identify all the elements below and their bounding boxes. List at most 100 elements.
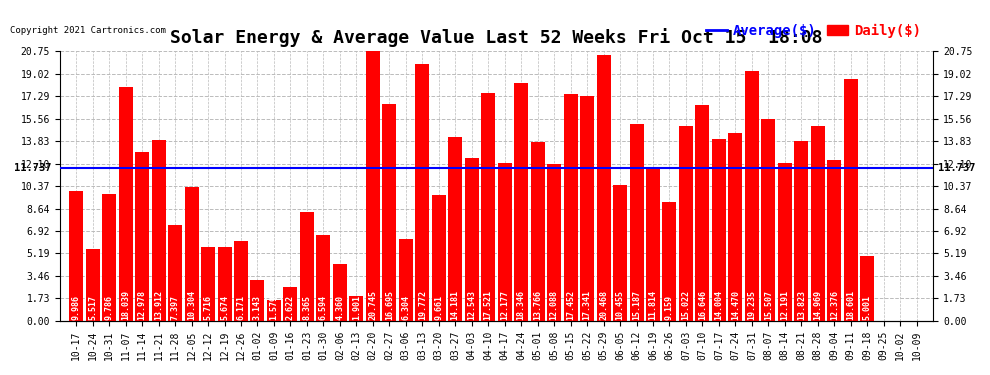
Bar bbox=[366, 51, 380, 321]
Text: 5.517: 5.517 bbox=[88, 295, 97, 320]
Bar bbox=[300, 212, 314, 321]
Text: Copyright 2021 Cartronics.com: Copyright 2021 Cartronics.com bbox=[10, 26, 165, 35]
Bar bbox=[597, 55, 611, 321]
Text: 1.901: 1.901 bbox=[351, 295, 361, 320]
Text: 4.360: 4.360 bbox=[336, 295, 345, 320]
Bar bbox=[811, 126, 825, 321]
Text: 14.969: 14.969 bbox=[814, 290, 823, 320]
Text: 5.674: 5.674 bbox=[220, 295, 229, 320]
Text: 14.181: 14.181 bbox=[450, 290, 459, 320]
Bar bbox=[135, 152, 149, 321]
Bar bbox=[102, 194, 116, 321]
Text: 18.039: 18.039 bbox=[121, 290, 130, 320]
Text: 11.737: 11.737 bbox=[939, 164, 975, 174]
Text: 20.468: 20.468 bbox=[599, 290, 608, 320]
Text: 14.004: 14.004 bbox=[715, 290, 724, 320]
Legend: Average($), Daily($): Average($), Daily($) bbox=[701, 18, 927, 43]
Bar bbox=[399, 239, 413, 321]
Bar bbox=[464, 158, 479, 321]
Text: 8.365: 8.365 bbox=[302, 295, 312, 320]
Text: 12.376: 12.376 bbox=[830, 290, 839, 320]
Bar bbox=[333, 264, 346, 321]
Bar bbox=[679, 126, 693, 321]
Bar bbox=[778, 162, 792, 321]
Text: 16.695: 16.695 bbox=[385, 290, 394, 320]
Text: 6.171: 6.171 bbox=[237, 295, 246, 320]
Text: 5.716: 5.716 bbox=[204, 295, 213, 320]
Text: 10.304: 10.304 bbox=[187, 290, 196, 320]
Text: 17.521: 17.521 bbox=[484, 290, 493, 320]
Text: 13.766: 13.766 bbox=[534, 290, 543, 320]
Text: 9.786: 9.786 bbox=[105, 295, 114, 320]
Bar bbox=[843, 79, 857, 321]
Bar bbox=[201, 247, 215, 321]
Text: 19.772: 19.772 bbox=[418, 290, 427, 320]
Bar bbox=[860, 256, 874, 321]
Bar bbox=[531, 142, 544, 321]
Bar bbox=[184, 187, 199, 321]
Bar bbox=[630, 124, 644, 321]
Bar bbox=[267, 300, 281, 321]
Bar bbox=[382, 104, 396, 321]
Bar bbox=[168, 225, 182, 321]
Bar bbox=[563, 94, 577, 321]
Bar bbox=[317, 235, 331, 321]
Bar bbox=[729, 133, 742, 321]
Text: 13.912: 13.912 bbox=[154, 290, 163, 320]
Bar bbox=[828, 160, 842, 321]
Text: 9.986: 9.986 bbox=[71, 295, 81, 320]
Text: 9.661: 9.661 bbox=[435, 295, 444, 320]
Bar bbox=[712, 139, 726, 321]
Bar bbox=[218, 247, 232, 321]
Text: 18.346: 18.346 bbox=[517, 290, 526, 320]
Text: 19.235: 19.235 bbox=[747, 290, 756, 320]
Bar bbox=[69, 191, 83, 321]
Bar bbox=[646, 168, 660, 321]
Text: 15.507: 15.507 bbox=[764, 290, 773, 320]
Bar bbox=[481, 93, 495, 321]
Text: 17.341: 17.341 bbox=[582, 290, 592, 320]
Text: 15.187: 15.187 bbox=[632, 290, 641, 320]
Bar bbox=[250, 280, 264, 321]
Text: 6.304: 6.304 bbox=[401, 295, 410, 320]
Text: 12.088: 12.088 bbox=[549, 290, 558, 320]
Bar bbox=[432, 195, 446, 321]
Text: 9.159: 9.159 bbox=[665, 295, 674, 320]
Text: 6.594: 6.594 bbox=[319, 295, 328, 320]
Bar bbox=[695, 105, 710, 321]
Bar bbox=[547, 164, 561, 321]
Text: 18.601: 18.601 bbox=[846, 290, 855, 320]
Text: 13.823: 13.823 bbox=[797, 290, 806, 320]
Text: 5.001: 5.001 bbox=[862, 295, 872, 320]
Bar bbox=[234, 241, 248, 321]
Title: Solar Energy & Average Value Last 52 Weeks Fri Oct 15  18:08: Solar Energy & Average Value Last 52 Wee… bbox=[170, 28, 823, 47]
Bar bbox=[86, 249, 100, 321]
Bar bbox=[662, 202, 676, 321]
Text: 11.737: 11.737 bbox=[14, 164, 51, 174]
Bar bbox=[415, 64, 430, 321]
Bar bbox=[761, 120, 775, 321]
Text: 10.455: 10.455 bbox=[616, 290, 625, 320]
Text: 11.814: 11.814 bbox=[648, 290, 657, 320]
Text: 2.622: 2.622 bbox=[286, 295, 295, 320]
Bar bbox=[514, 82, 529, 321]
Bar bbox=[794, 141, 808, 321]
Bar bbox=[283, 287, 297, 321]
Bar bbox=[580, 96, 594, 321]
Text: 20.745: 20.745 bbox=[368, 290, 377, 320]
Text: 12.978: 12.978 bbox=[138, 290, 147, 320]
Bar bbox=[448, 137, 462, 321]
Text: 1.579: 1.579 bbox=[269, 295, 278, 320]
Bar bbox=[151, 140, 165, 321]
Text: 14.470: 14.470 bbox=[731, 290, 740, 320]
Text: 15.022: 15.022 bbox=[681, 290, 690, 320]
Text: 7.397: 7.397 bbox=[170, 295, 179, 320]
Text: 12.191: 12.191 bbox=[780, 290, 789, 320]
Bar bbox=[498, 163, 512, 321]
Bar bbox=[744, 71, 759, 321]
Text: 16.646: 16.646 bbox=[698, 290, 707, 320]
Text: 3.143: 3.143 bbox=[253, 295, 262, 320]
Text: 17.452: 17.452 bbox=[566, 290, 575, 320]
Bar bbox=[119, 87, 133, 321]
Bar bbox=[613, 185, 627, 321]
